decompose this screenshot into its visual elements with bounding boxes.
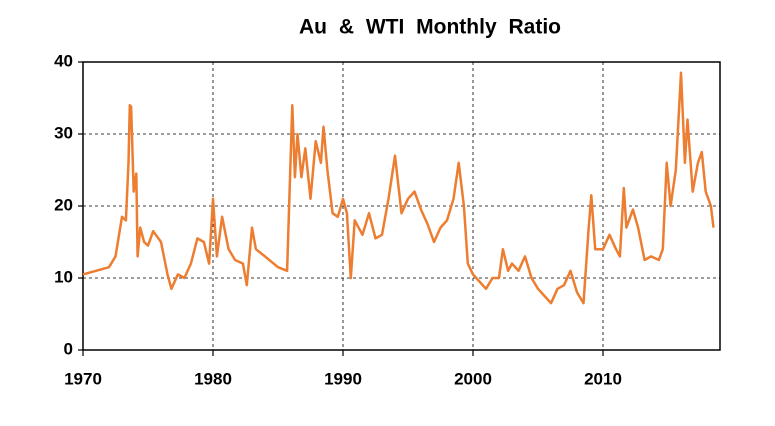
y-tick-label: 20 bbox=[54, 195, 73, 214]
x-tick-label: 1980 bbox=[194, 369, 232, 388]
chart-title: Au & WTI Monthly Ratio bbox=[299, 16, 561, 39]
y-tick-label: 0 bbox=[64, 339, 73, 358]
data-line bbox=[82, 71, 715, 305]
x-tick-label: 2010 bbox=[584, 369, 622, 388]
x-tick-label: 1990 bbox=[324, 369, 362, 388]
x-tick-label: 1970 bbox=[64, 369, 102, 388]
y-tick-label: 10 bbox=[54, 267, 73, 286]
y-tick-label: 30 bbox=[54, 123, 73, 142]
x-tick-label: 2000 bbox=[454, 369, 492, 388]
y-tick-label: 40 bbox=[54, 51, 73, 70]
